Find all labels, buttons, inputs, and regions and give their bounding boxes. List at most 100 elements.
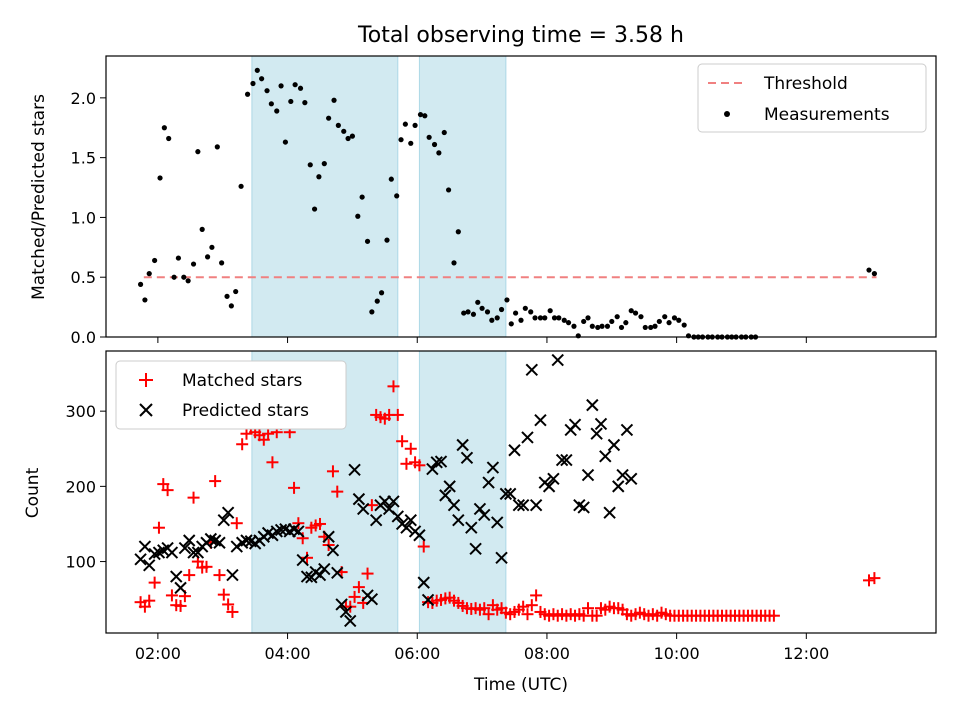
measurement-point — [479, 305, 485, 311]
measurement-point — [219, 260, 225, 266]
measurement-point — [355, 213, 361, 219]
measurement-point — [518, 317, 524, 323]
matched-star-point — [767, 609, 780, 622]
top-y-axis-label: Matched/Predicted stars — [29, 94, 49, 300]
predicted-star-point — [465, 521, 478, 534]
matched-star-point — [417, 540, 430, 553]
top-y-ticks: 0.0 0.5 1.0 1.5 2.0 — [71, 89, 106, 347]
matched-star-point — [326, 465, 339, 478]
predicted-star-point — [551, 353, 564, 367]
measurement-point — [364, 238, 371, 244]
matched-star-point — [400, 457, 413, 470]
predicted-star-point — [612, 480, 625, 493]
measurement-point — [465, 309, 471, 315]
measurement-point — [161, 125, 167, 131]
measurement-point — [581, 318, 587, 325]
top-y-tick-label: 0.5 — [71, 268, 96, 287]
predicted-star-point — [460, 451, 474, 464]
measurement-point — [561, 317, 567, 323]
predicted-star-point — [577, 501, 590, 514]
predicted-star-point — [344, 614, 357, 628]
figure-title: Total observing time = 3.58 h — [357, 23, 684, 48]
bottom-y-tick-label: 100 — [65, 553, 96, 572]
matched-star-point — [226, 605, 239, 618]
matched-star-point — [482, 608, 495, 621]
measurement-point — [575, 333, 581, 339]
top-shaded-interval-1 — [418, 55, 507, 338]
predicted-star-point — [521, 431, 534, 444]
matched-star-point — [213, 569, 226, 582]
predicted-star-point — [138, 540, 152, 553]
measurement-point — [254, 67, 260, 73]
measurement-point — [652, 323, 658, 329]
matched-star-point — [165, 589, 178, 602]
measurement-point — [609, 318, 615, 325]
measurement-point — [614, 314, 620, 320]
predicted-star-point — [365, 592, 379, 606]
measurement-point — [341, 128, 347, 134]
top-shaded-interval-0 — [251, 55, 399, 338]
predicted-star-point — [508, 444, 521, 457]
x-axis-label: Time (UTC) — [473, 675, 568, 695]
matched-star-point — [313, 517, 326, 530]
measurement-point — [681, 322, 687, 328]
predicted-star-point — [348, 463, 361, 477]
bottom-y-tick-label: 300 — [65, 402, 96, 421]
measurement-point — [871, 271, 877, 277]
matched-star-point — [157, 478, 170, 491]
predicted-star-point — [357, 502, 370, 516]
predicted-star-point — [174, 581, 187, 595]
measurement-point — [264, 88, 270, 94]
measurement-point — [422, 113, 428, 119]
predicted-star-point — [607, 438, 621, 452]
matched-star-point — [292, 517, 305, 530]
predicted-star-point — [534, 413, 547, 427]
top-y-tick-label: 1.5 — [71, 149, 96, 168]
matched-star-point — [143, 594, 156, 607]
predicted-star-point — [499, 487, 513, 501]
measurement-point — [359, 194, 365, 200]
measurement-point — [195, 149, 201, 155]
measurement-point — [638, 314, 644, 320]
measurement-point — [274, 108, 280, 114]
predicted-star-point — [313, 568, 327, 582]
measurement-point — [224, 293, 230, 299]
predicted-star-point — [430, 456, 443, 469]
measurement-point — [244, 91, 251, 97]
matched-star-point — [230, 517, 243, 530]
predicted-star-point — [503, 487, 517, 501]
measurement-point — [451, 260, 457, 266]
predicted-star-point — [443, 480, 456, 493]
measurement-point — [685, 333, 692, 339]
predicted-star-point — [191, 546, 205, 559]
bottom-x-tick-label: 08:00 — [524, 644, 570, 663]
predicted-star-point — [547, 472, 560, 486]
measurement-point — [157, 175, 163, 181]
measurement-point — [335, 122, 341, 128]
predicted-star-point — [512, 498, 526, 512]
measurement-point — [666, 320, 672, 326]
predicted-star-point — [331, 566, 344, 580]
measurement-point — [288, 98, 294, 105]
measurements-legend-label: Measurements — [764, 105, 890, 125]
predicted-star-point — [221, 506, 235, 519]
measurement-point — [589, 323, 595, 329]
matched-star-point — [148, 576, 161, 589]
measurement-point — [556, 315, 562, 321]
matched-star-point — [862, 574, 875, 587]
predicted-star-point — [369, 513, 383, 527]
measurement-point — [436, 150, 442, 156]
measurement-point — [512, 310, 519, 316]
matched-star-point — [288, 481, 301, 494]
top-panel: 0.00.51.01.52.0 Matched/Predicted stars … — [29, 55, 937, 347]
matched-star-point — [525, 599, 538, 612]
measurement-point — [504, 297, 510, 303]
measurement-point — [470, 311, 477, 317]
matched-star-point — [301, 551, 314, 564]
measurement-point — [656, 318, 662, 325]
measurement-point — [417, 111, 424, 118]
matched-star-point — [266, 456, 279, 469]
predicted-star-point — [529, 498, 543, 512]
measurement-point — [522, 305, 528, 311]
